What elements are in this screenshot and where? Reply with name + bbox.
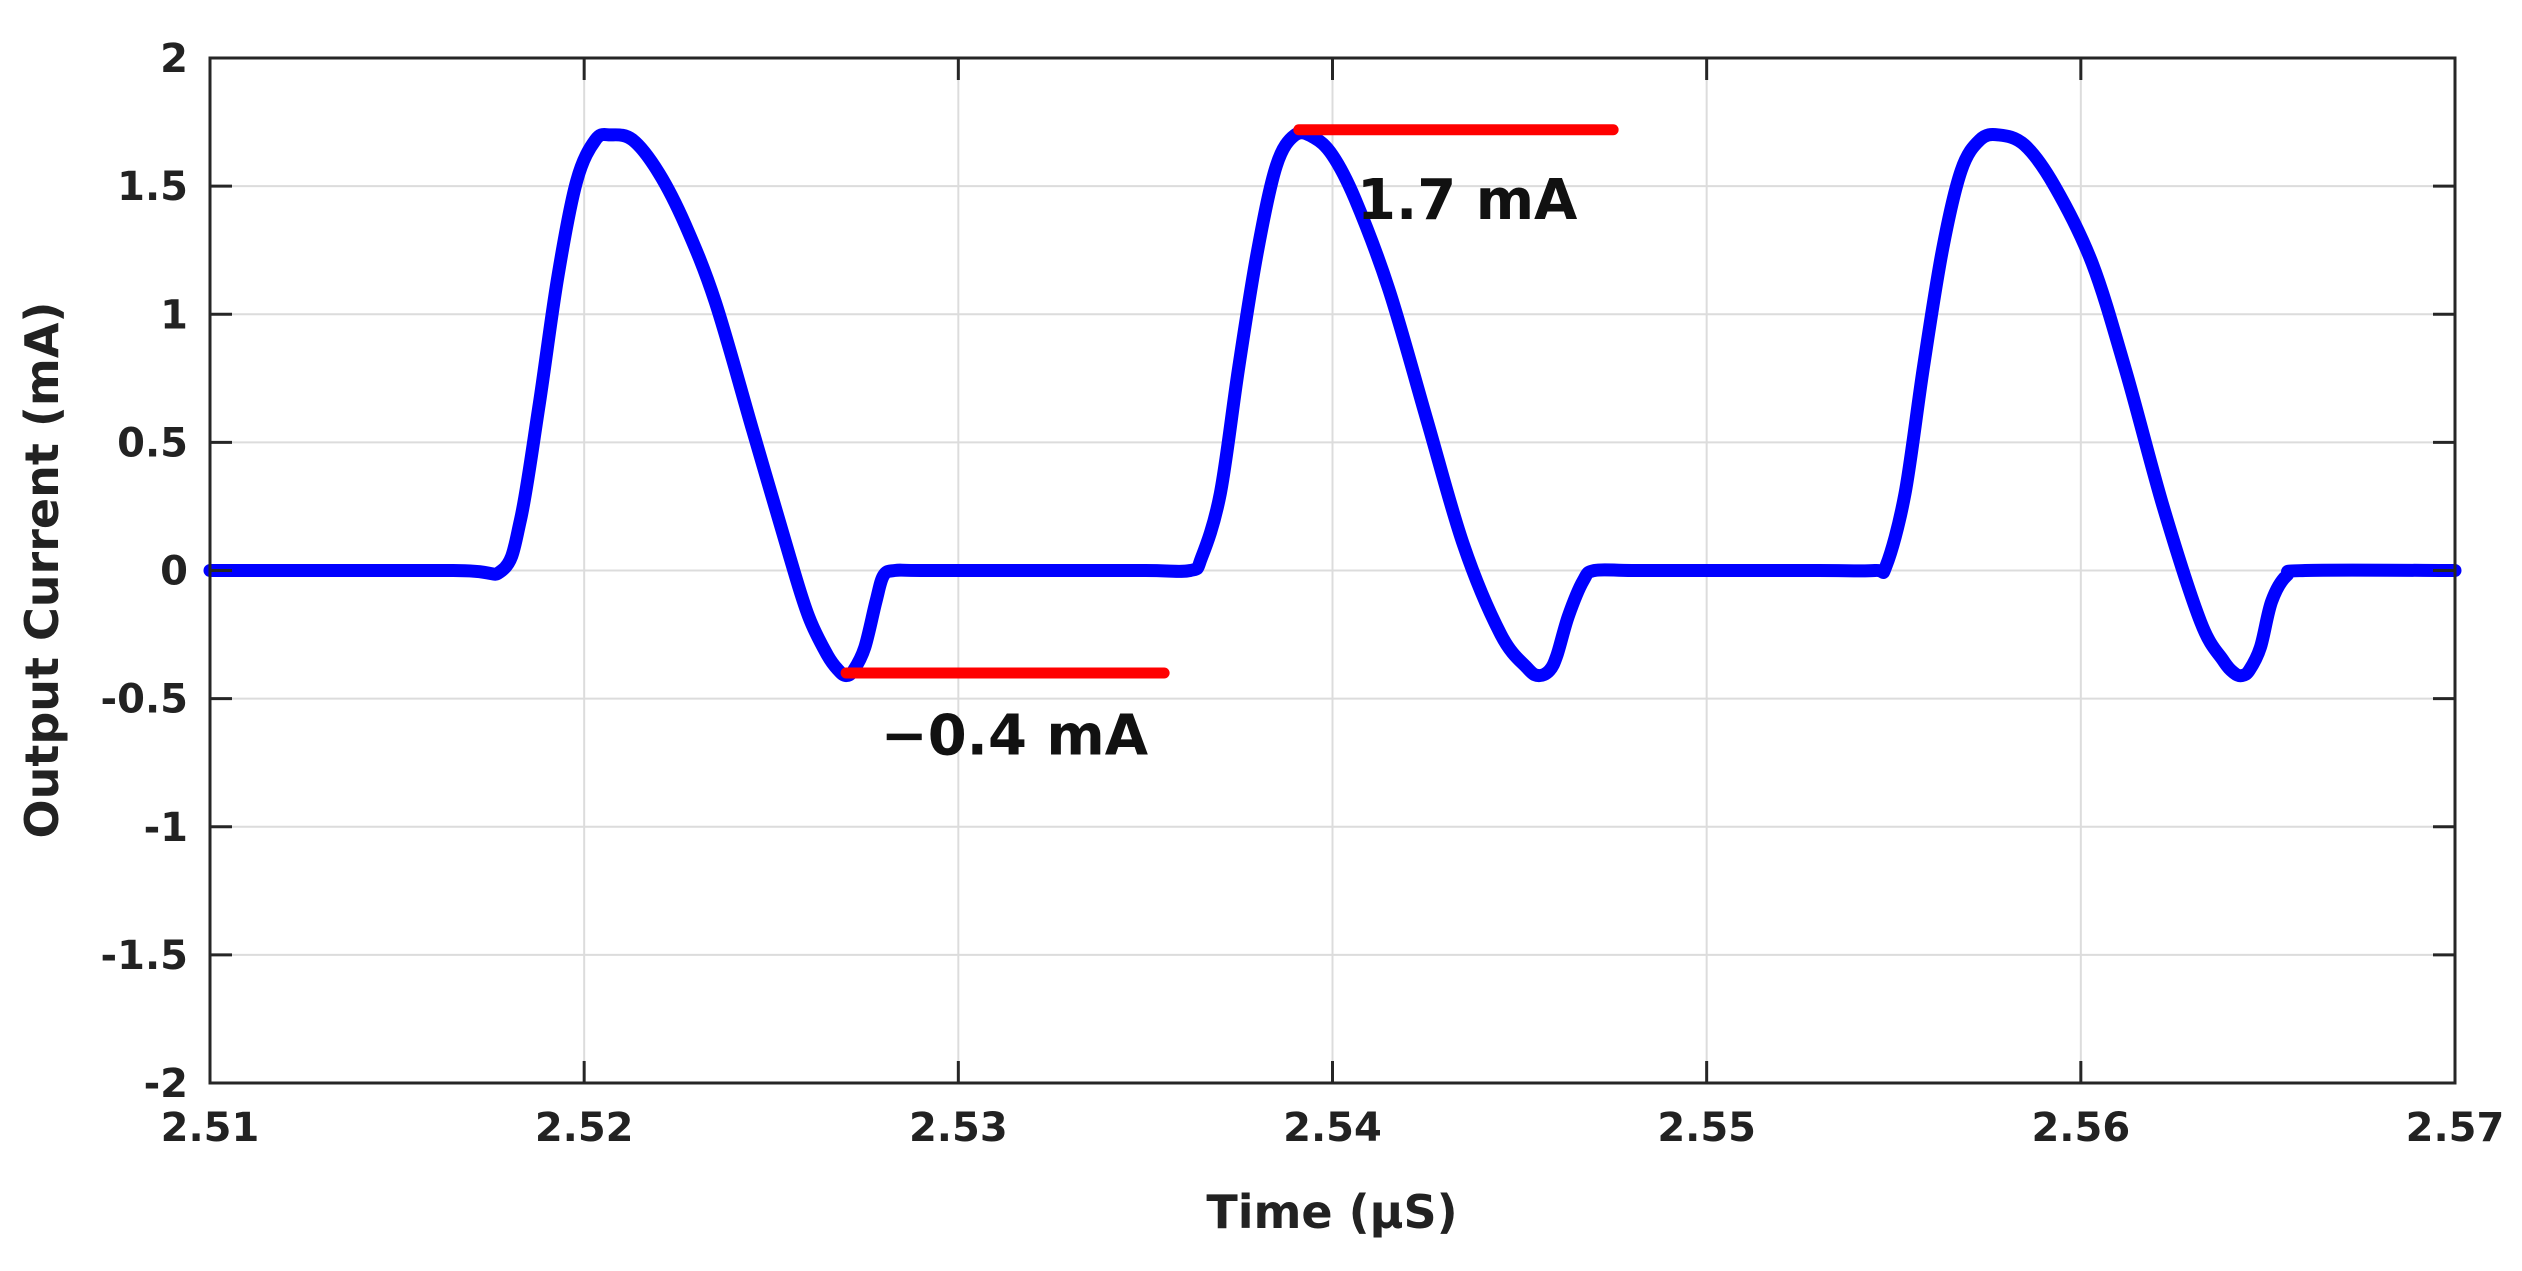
y-tick-label: 1	[160, 292, 188, 338]
y-tick-label: 1.5	[117, 164, 188, 210]
marker-layer: −0.4 mA 1.7 mA	[840, 124, 1619, 769]
x-tick-label: 2.53	[909, 1105, 1008, 1151]
y-tick-label: 2	[160, 36, 188, 82]
ticks	[208, 56, 2457, 1085]
level-annotation: 1.7 mA	[1357, 168, 1578, 233]
y-tick-label: 0.5	[117, 420, 188, 466]
series-layer	[203, 126, 2462, 683]
series-line	[203, 126, 2462, 683]
x-tick-labels: 2.51 2.52 2.53 2.54 2.55 2.56 2.57	[161, 1105, 2505, 1151]
y-tick-label: -1.5	[101, 933, 188, 979]
level-annotation: −0.4 mA	[881, 704, 1149, 769]
x-tick-label: 2.52	[535, 1105, 634, 1151]
y-tick-label: -1	[144, 805, 188, 851]
y-tick-label: -2	[144, 1061, 188, 1107]
x-tick-label: 2.56	[2031, 1105, 2130, 1151]
y-tick-labels: 2 1.5 1 0.5 0 -0.5 -1 -1.5 -2	[101, 36, 188, 1107]
x-tick-label: 2.54	[1283, 1105, 1382, 1151]
x-axis-label: Time (μS)	[1206, 1185, 1457, 1239]
y-axis-label: Output Current (mA)	[15, 302, 69, 839]
x-tick-label: 2.57	[2406, 1105, 2505, 1151]
y-tick-label: 0	[160, 549, 188, 595]
x-tick-label: 2.55	[1657, 1105, 1756, 1151]
x-tick-label: 2.51	[161, 1105, 260, 1151]
y-tick-label: -0.5	[101, 677, 188, 723]
